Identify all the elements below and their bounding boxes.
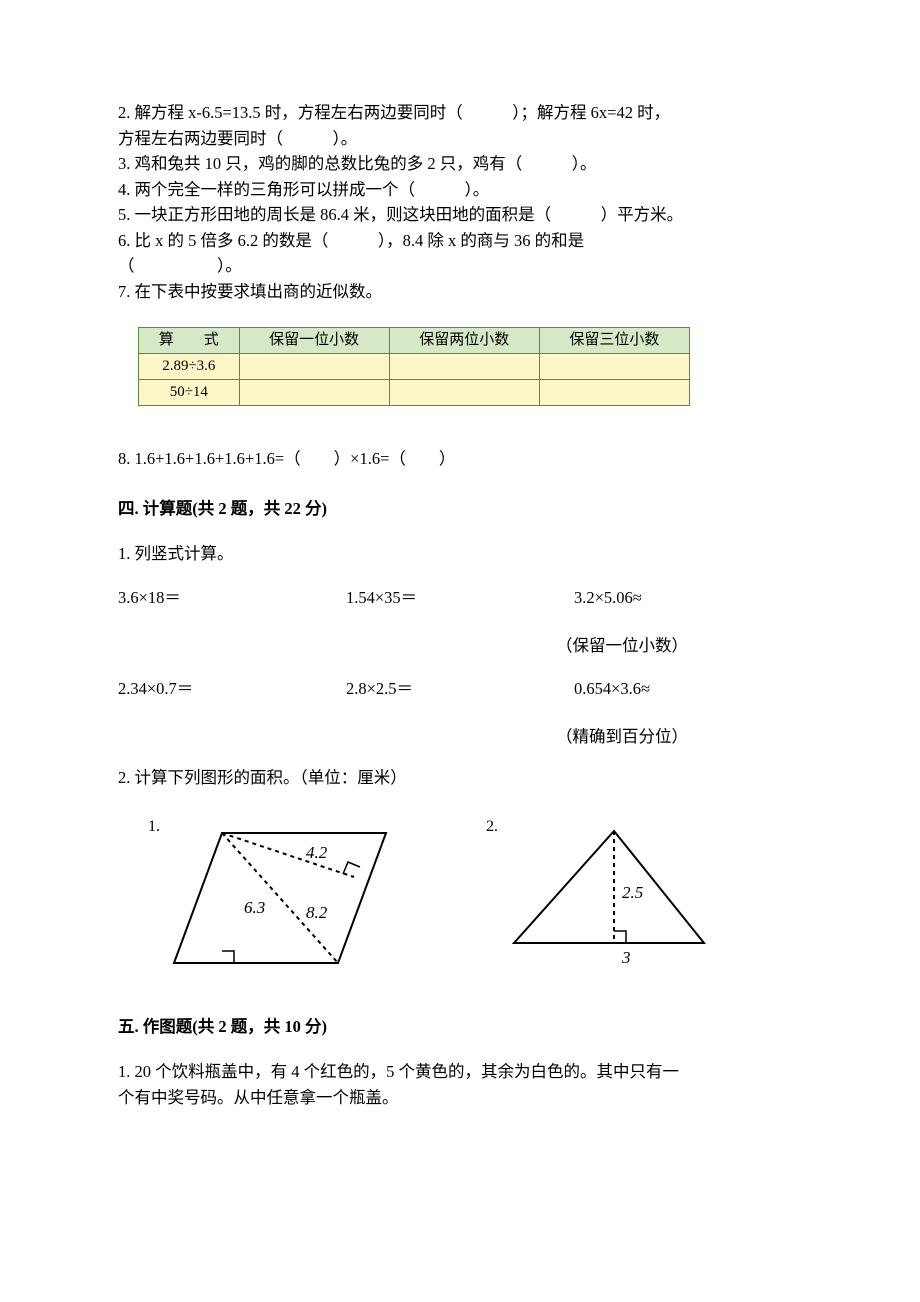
cell: [389, 380, 539, 406]
calc-2a: 2.34×0.7＝: [118, 676, 346, 702]
s3-q2-line1: 2. 解方程 x-6.5=13.5 时，方程左右两边要同时（ ）；解方程 6x=…: [118, 100, 802, 126]
cell: [389, 353, 539, 379]
quotient-table: 算 式 保留一位小数 保留两位小数 保留三位小数 2.89÷3.6 50÷14: [138, 327, 690, 407]
parallelogram-icon: 4.2 6.3 8.2: [166, 813, 396, 978]
quotient-table-wrap: 算 式 保留一位小数 保留两位小数 保留三位小数 2.89÷3.6 50÷14: [138, 327, 802, 407]
section5-title: 五. 作图题(共 2 题，共 10 分): [118, 1014, 802, 1040]
document-page: 2. 解方程 x-6.5=13.5 时，方程左右两边要同时（ ）；解方程 6x=…: [0, 0, 920, 1170]
figure-1-block: 1. 4.2 6.3 8.2: [148, 813, 396, 978]
cell-expr-1: 2.89÷3.6: [139, 353, 240, 379]
cell-expr-2: 50÷14: [139, 380, 240, 406]
s3-q6-line2: （ ）。: [118, 253, 802, 279]
figure-2-number: 2.: [486, 813, 498, 840]
calc-note-2: （精确到百分位）: [118, 724, 802, 750]
calc-1b: 1.54×35＝: [346, 585, 574, 611]
label-diag: 4.2: [306, 843, 328, 862]
calc-1c: 3.2×5.06≈: [574, 585, 802, 611]
section4-title: 四. 计算题(共 2 题，共 22 分): [118, 496, 802, 522]
figure-2-block: 2. 2.5 3: [486, 813, 714, 978]
figure-1-number: 1.: [148, 813, 160, 840]
cell: [239, 380, 389, 406]
cell: [239, 353, 389, 379]
calc-row-1: 3.6×18＝ 1.54×35＝ 3.2×5.06≈: [118, 585, 802, 611]
figures-row: 1. 4.2 6.3 8.2 2. 2.5 3: [118, 813, 802, 978]
calc-1a: 3.6×18＝: [118, 585, 346, 611]
label-tri-base: 3: [621, 948, 631, 967]
s3-q3: 3. 鸡和兔共 10 只，鸡的脚的总数比兔的多 2 只，鸡有（ ）。: [118, 151, 802, 177]
spacer: [118, 416, 802, 446]
table-header-row: 算 式 保留一位小数 保留两位小数 保留三位小数: [139, 327, 690, 353]
calc-note-1: （保留一位小数）: [118, 633, 802, 659]
label-height: 6.3: [244, 898, 265, 917]
s3-q4: 4. 两个完全一样的三角形可以拼成一个（ ）。: [118, 177, 802, 203]
calc-2b: 2.8×2.5＝: [346, 676, 574, 702]
s3-q5: 5. 一块正方形田地的周长是 86.4 米，则这块田地的面积是（ ）平方米。: [118, 202, 802, 228]
col-3dec: 保留三位小数: [539, 327, 689, 353]
s5-q1-line1: 1. 20 个饮料瓶盖中，有 4 个红色的，5 个黄色的，其余为白色的。其中只有…: [118, 1059, 802, 1085]
cell: [539, 353, 689, 379]
s3-q2-line2: 方程左右两边要同时（ ）。: [118, 126, 802, 152]
calc-2c: 0.654×3.6≈: [574, 676, 802, 702]
table-row: 50÷14: [139, 380, 690, 406]
triangle-icon: 2.5 3: [504, 813, 714, 978]
col-2dec: 保留两位小数: [389, 327, 539, 353]
label-tri-height: 2.5: [622, 883, 643, 902]
calc-row-2: 2.34×0.7＝ 2.8×2.5＝ 0.654×3.6≈: [118, 676, 802, 702]
col-1dec: 保留一位小数: [239, 327, 389, 353]
cell: [539, 380, 689, 406]
s4-q1-title: 1. 列竖式计算。: [118, 541, 802, 567]
s3-q6-line1: 6. 比 x 的 5 倍多 6.2 的数是（ ），8.4 除 x 的商与 36 …: [118, 228, 802, 254]
s3-q7: 7. 在下表中按要求填出商的近似数。: [118, 279, 802, 305]
table-row: 2.89÷3.6: [139, 353, 690, 379]
s3-q8: 8. 1.6+1.6+1.6+1.6+1.6=（ ）×1.6=（ ）: [118, 446, 802, 472]
col-expr: 算 式: [139, 327, 240, 353]
spacer: [118, 757, 802, 765]
label-side: 8.2: [306, 903, 328, 922]
s4-q2-title: 2. 计算下列图形的面积。（单位：厘米）: [118, 765, 802, 791]
s5-q1-line2: 个有中奖号码。从中任意拿一个瓶盖。: [118, 1085, 802, 1111]
